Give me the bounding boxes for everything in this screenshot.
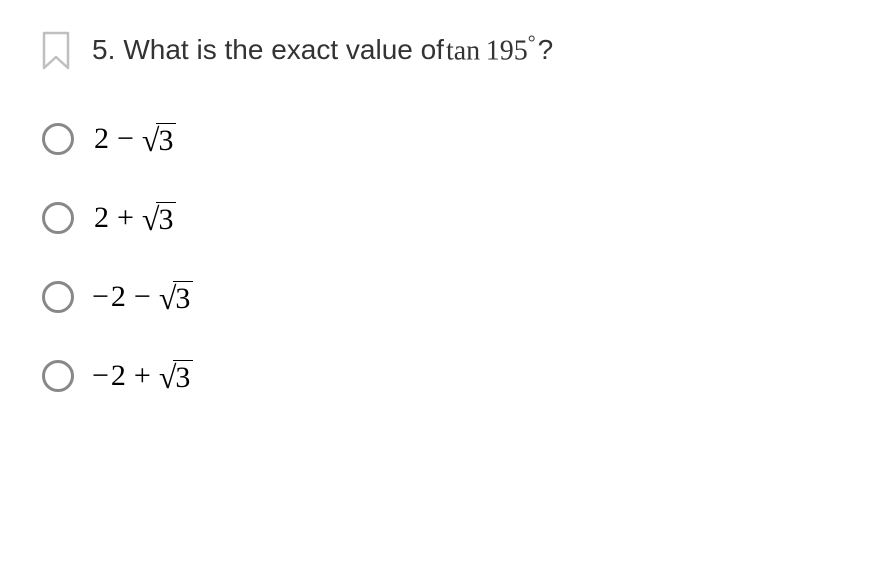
option-row-1[interactable]: 2 − √ 3 [42,122,849,156]
sqrt-icon: √ 3 [159,360,194,393]
leading-number: 2 [94,122,109,156]
degree-symbol: ° [528,33,536,54]
option-row-3[interactable]: −2 − √ 3 [42,280,849,314]
option-math-2: 2 + √ 3 [92,201,176,235]
question-prompt-suffix: ? [538,30,554,69]
bookmark-icon[interactable] [40,30,72,72]
radicand: 3 [173,281,193,314]
radio-button-2[interactable] [42,202,74,234]
function-name: tan [446,35,480,66]
leading-negative: − [92,280,109,314]
operator: − [134,280,151,314]
question-number: 5. [92,30,115,69]
option-math-4: −2 + √ 3 [92,359,193,393]
question-header: 5. What is the exact value of tan 195°? [40,30,849,72]
operator: − [117,122,134,156]
option-math-1: 2 − √ 3 [92,122,176,156]
operator: + [117,201,134,235]
option-row-4[interactable]: −2 + √ 3 [42,359,849,393]
sqrt-icon: √ 3 [142,123,177,156]
operator: + [134,359,151,393]
math-expression: tan 195° [444,30,538,71]
radicand: 3 [173,360,193,393]
leading-number: 2 [94,201,109,235]
radicand: 3 [156,202,176,235]
radio-button-3[interactable] [42,281,74,313]
leading-number: 2 [111,280,126,314]
question-prompt-prefix: What is the exact value of [123,30,444,69]
angle-value: 195 [486,35,528,66]
options-container: 2 − √ 3 2 + √ 3 −2 − √ 3 [40,122,849,393]
radio-button-4[interactable] [42,360,74,392]
radio-button-1[interactable] [42,123,74,155]
option-math-3: −2 − √ 3 [92,280,193,314]
option-row-2[interactable]: 2 + √ 3 [42,201,849,235]
sqrt-icon: √ 3 [159,281,194,314]
leading-negative: − [92,359,109,393]
question-text: 5. What is the exact value of tan 195°? [92,30,553,71]
leading-number: 2 [111,359,126,393]
radicand: 3 [156,123,176,156]
sqrt-icon: √ 3 [142,202,177,235]
